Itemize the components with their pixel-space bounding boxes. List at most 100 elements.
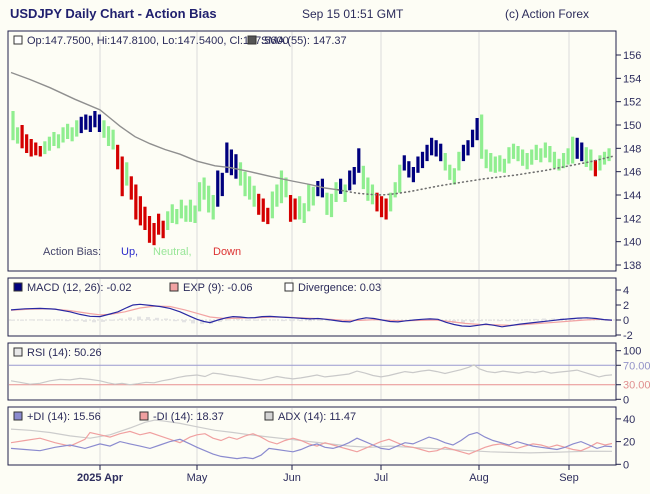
- candle-bar: [389, 192, 393, 212]
- candle-bar: [593, 160, 597, 177]
- divergence-legend-swatch: [284, 282, 294, 292]
- candle-bar: [325, 192, 329, 215]
- candle-bar: [475, 118, 479, 141]
- month-label: Sep: [559, 472, 579, 484]
- candle-bar: [384, 198, 388, 220]
- candle-bar: [343, 184, 347, 202]
- candle-bar: [84, 114, 88, 130]
- copyright: (c) Action Forex: [505, 7, 589, 21]
- divergence-bar: [524, 319, 528, 321]
- rsi-legend-swatch: [13, 347, 23, 357]
- month-label: May: [187, 472, 208, 484]
- macd-panel-frame: [7, 277, 617, 337]
- candle-bar: [111, 129, 115, 150]
- ohlc-legend-swatch: [13, 35, 23, 45]
- y-axis-tick-label: 142: [623, 213, 641, 225]
- candle-bar: [38, 146, 42, 157]
- ohlc-legend-label: Op:147.7500, Hi:147.8100, Lo:147.5400, C…: [27, 35, 289, 47]
- minus-di-line: [10, 430, 613, 455]
- candle-bar: [97, 114, 102, 132]
- divergence-bar: [488, 319, 492, 321]
- y-axis-tick-label: 148: [623, 143, 641, 155]
- candle-bar: [93, 111, 97, 128]
- candle-bar: [252, 185, 256, 207]
- divergence-bar: [551, 318, 555, 320]
- candle-bar: [511, 143, 516, 159]
- candle-bar: [466, 140, 470, 156]
- divergence-bar: [218, 320, 222, 322]
- divergence-bar: [20, 319, 24, 321]
- month-label: 2025 Apr: [77, 472, 124, 484]
- y-axis-tick-label: 150: [623, 120, 641, 132]
- candle-bar: [402, 155, 406, 171]
- action-bias-neutral-label: Neutral,: [153, 246, 192, 258]
- divergence-bar: [236, 318, 240, 321]
- divergence-bar: [29, 319, 33, 321]
- candle-bar: [184, 205, 188, 222]
- month-label: Jun: [283, 472, 301, 484]
- divergence-bar: [173, 320, 177, 322]
- candle-bar: [125, 162, 129, 186]
- divergence-bar: [281, 319, 285, 322]
- candle-bar: [88, 115, 92, 132]
- candle-bar: [152, 223, 156, 246]
- macd-legend-swatch: [13, 282, 23, 292]
- exp-legend-swatch: [169, 282, 179, 292]
- candle-bar: [361, 165, 365, 190]
- candle-bar: [416, 156, 420, 173]
- candle-bar: [166, 211, 170, 230]
- candle-bar: [279, 170, 284, 204]
- divergence-bar: [515, 320, 519, 322]
- divergence-bar: [308, 320, 312, 322]
- divergence-bar: [65, 320, 69, 322]
- candle-bar: [211, 195, 215, 220]
- action-bias-label: Action Bias:: [43, 246, 101, 258]
- candle-bar: [566, 148, 570, 165]
- divergence-bar: [263, 319, 267, 321]
- y-axis-tick-label: 2: [623, 300, 629, 312]
- candle-bar: [298, 196, 302, 220]
- candle-bar: [434, 140, 438, 157]
- candle-bar: [157, 213, 161, 235]
- divergence-bar: [155, 317, 159, 321]
- candle-bar: [425, 144, 429, 162]
- candle-bar: [571, 136, 575, 164]
- candle-bar: [207, 185, 211, 213]
- month-label: Jul: [374, 472, 388, 484]
- candle-bar: [229, 149, 233, 176]
- candle-bar: [439, 143, 443, 162]
- divergence-bar: [317, 319, 321, 321]
- y-axis-tick-label: 154: [623, 73, 641, 85]
- candle-bar: [175, 209, 179, 225]
- y-axis-tick-label: 30.00: [623, 380, 650, 392]
- rsi-line: [10, 364, 613, 386]
- candle-bar: [352, 167, 356, 185]
- candle-bar: [379, 196, 384, 218]
- candle-bar: [138, 196, 142, 226]
- y-axis-tick-label: 0: [623, 394, 629, 406]
- divergence-bar: [362, 317, 366, 321]
- candle-bar: [589, 149, 593, 171]
- divergence-bar: [92, 320, 96, 323]
- divergence-bar: [128, 317, 132, 320]
- candle-bar: [539, 148, 543, 163]
- minus-di-legend-swatch: [139, 411, 149, 421]
- divergence-bar: [200, 320, 204, 325]
- candle-bar: [561, 153, 566, 169]
- rsi-panel-frame: [7, 342, 617, 401]
- macd-panel: [7, 277, 617, 337]
- y-axis-tick-label: 152: [623, 97, 641, 109]
- price-panel: [7, 30, 617, 272]
- macd-panel-content: [9, 303, 615, 328]
- divergence-bar: [74, 320, 78, 322]
- candle-bar: [102, 120, 106, 138]
- candle-bar: [489, 153, 493, 172]
- candle-bar: [120, 156, 124, 197]
- divergence-bar: [11, 319, 15, 321]
- candle-bar: [56, 134, 61, 149]
- divergence-legend-label: Divergence: 0.03: [298, 282, 381, 294]
- candle-bar: [552, 151, 557, 169]
- candle-bar: [407, 161, 411, 178]
- candle-bar: [411, 167, 415, 183]
